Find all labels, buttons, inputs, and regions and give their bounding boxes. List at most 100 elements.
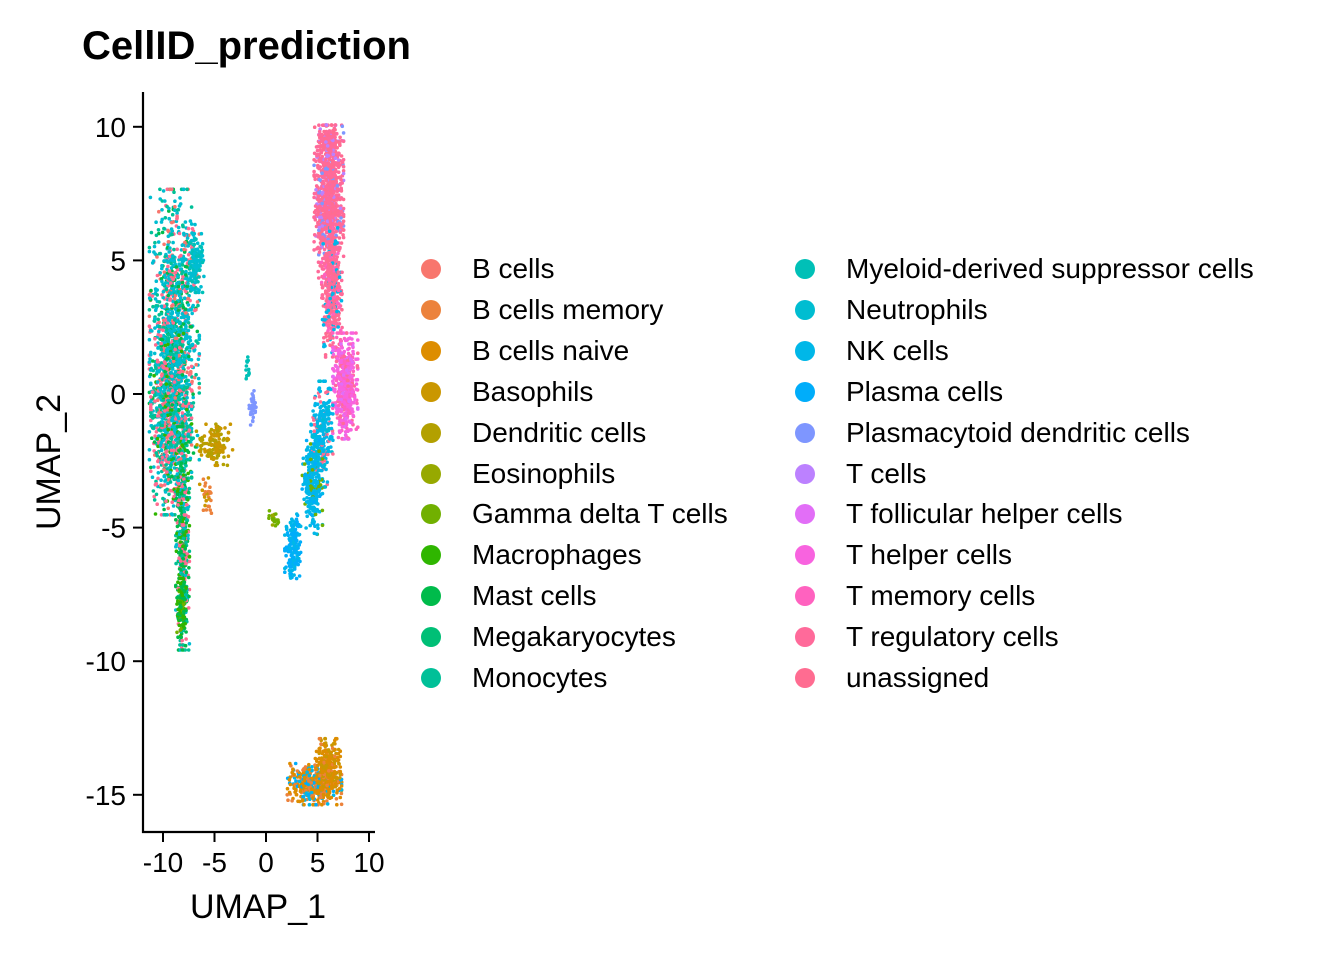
data-point — [149, 402, 153, 407]
data-point — [152, 440, 157, 444]
data-point — [172, 297, 177, 301]
data-point — [154, 492, 159, 497]
data-point — [335, 331, 340, 335]
data-point — [179, 515, 184, 519]
data-point — [331, 315, 336, 320]
data-point — [330, 162, 335, 166]
data-point — [323, 379, 328, 384]
data-point — [335, 131, 339, 136]
data-point — [165, 487, 169, 492]
data-point — [177, 544, 182, 548]
data-point — [167, 317, 172, 322]
data-point — [183, 547, 187, 551]
data-point — [311, 409, 315, 413]
data-point — [190, 379, 194, 384]
data-point — [336, 288, 341, 293]
data-point — [336, 394, 340, 398]
data-point — [188, 456, 193, 461]
data-point — [331, 152, 336, 157]
data-point — [180, 593, 185, 597]
data-point — [327, 229, 332, 233]
data-point — [338, 245, 342, 250]
data-point — [178, 529, 182, 534]
data-point — [327, 268, 332, 273]
data-point — [194, 276, 198, 281]
data-point — [150, 436, 154, 441]
data-point — [344, 331, 349, 335]
data-point — [325, 338, 330, 343]
data-point — [322, 213, 326, 218]
data-point — [178, 519, 182, 523]
data-point — [322, 175, 326, 180]
data-point — [176, 327, 181, 331]
data-point — [329, 174, 334, 178]
data-point — [184, 637, 188, 641]
data-point — [324, 230, 329, 235]
data-point — [149, 381, 153, 386]
data-point — [344, 421, 349, 425]
data-point — [147, 457, 152, 462]
data-point — [192, 259, 197, 263]
data-point — [230, 448, 235, 452]
data-point — [147, 314, 152, 319]
data-point — [185, 413, 190, 417]
data-point — [152, 244, 157, 249]
data-point — [248, 412, 253, 417]
data-point — [153, 252, 158, 256]
data-point — [182, 247, 186, 252]
data-point — [206, 451, 211, 456]
data-point — [314, 188, 318, 192]
data-point — [182, 456, 186, 461]
data-point — [212, 456, 216, 461]
data-point — [153, 326, 157, 330]
data-point — [338, 408, 342, 413]
data-point — [166, 324, 171, 329]
data-point — [160, 263, 164, 268]
data-point — [170, 425, 175, 429]
data-point — [175, 319, 179, 323]
data-point — [187, 490, 191, 495]
data-point — [150, 426, 155, 430]
data-point — [215, 428, 220, 433]
data-point — [159, 220, 164, 224]
data-point — [250, 392, 254, 396]
data-point — [165, 367, 169, 371]
data-point — [180, 243, 185, 247]
data-point — [175, 461, 180, 466]
data-point — [321, 242, 326, 246]
data-point — [163, 273, 167, 278]
data-point — [173, 270, 178, 275]
data-point — [147, 308, 152, 312]
data-point — [320, 224, 325, 228]
data-point — [197, 268, 202, 273]
data-point — [149, 410, 153, 415]
data-point — [187, 642, 192, 646]
data-point — [328, 262, 333, 267]
data-point — [170, 500, 174, 505]
data-point — [161, 355, 166, 359]
data-point — [157, 300, 162, 304]
data-point — [176, 635, 180, 639]
data-point — [327, 191, 331, 196]
data-point — [161, 389, 166, 394]
data-point — [161, 189, 166, 193]
data-point — [189, 307, 193, 312]
data-point — [165, 321, 170, 326]
data-point — [186, 533, 190, 538]
data-point — [325, 163, 330, 167]
data-point — [165, 470, 169, 474]
data-point — [179, 253, 183, 258]
data-point — [202, 274, 206, 279]
data-point — [252, 405, 256, 410]
data-point — [160, 420, 165, 425]
data-point — [164, 499, 168, 504]
data-point — [325, 211, 330, 215]
data-point — [176, 225, 181, 230]
data-point — [168, 382, 172, 386]
data-point — [212, 438, 216, 443]
data-point — [336, 371, 341, 376]
data-point — [319, 132, 324, 137]
data-point — [333, 135, 337, 140]
data-point — [167, 254, 172, 259]
data-point — [155, 436, 160, 441]
